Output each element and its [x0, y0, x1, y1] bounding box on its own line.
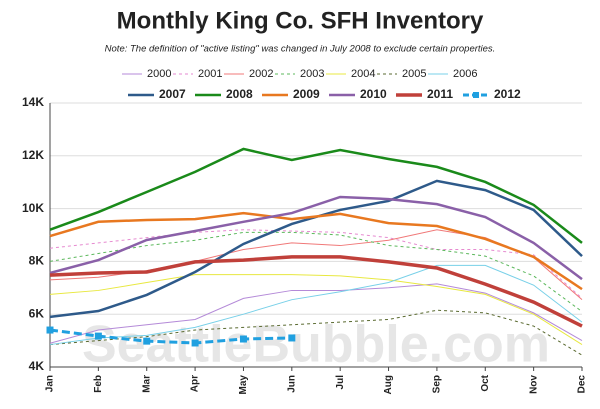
series-line [49, 195, 583, 281]
series-line [49, 309, 583, 356]
legend-label: 2002 [249, 68, 273, 80]
y-tick-label: 6K [29, 306, 45, 320]
series-line [49, 283, 583, 344]
y-tick-label: 14K [22, 95, 44, 109]
legend-marker [473, 92, 479, 98]
series-line [49, 179, 583, 319]
legend-label: 2011 [427, 87, 453, 101]
x-tick-label: Oct [480, 374, 491, 391]
x-tick-label: Sep [432, 375, 443, 393]
x-tick-label: Mar [141, 375, 152, 393]
watermark: SeattleBubble.com [82, 316, 550, 374]
legend-label: 2001 [198, 68, 222, 80]
x-tick-label: Dec [577, 375, 588, 394]
y-tick-label: 12K [22, 148, 44, 162]
legend-label: 2000 [147, 68, 171, 80]
y-tick-label: 4K [29, 359, 45, 373]
x-tick-label: Jun [286, 375, 297, 393]
legend-label: 2008 [226, 87, 253, 101]
legend-label: 2003 [300, 68, 324, 80]
x-tick-label: Jul [335, 375, 346, 390]
x-tick-label: Aug [383, 375, 394, 394]
series-line [49, 229, 583, 299]
x-tick-label: Feb [93, 375, 104, 393]
x-tick-label: Jan [45, 375, 56, 392]
series-line [49, 274, 583, 345]
x-tick-label: Nov [528, 375, 539, 394]
series-line [49, 264, 583, 346]
series-line [49, 147, 583, 244]
x-tick-label: Apr [190, 375, 201, 392]
plot [46, 147, 583, 356]
point [191, 339, 199, 347]
legend-label: 2009 [293, 87, 320, 101]
point [239, 335, 247, 343]
legend-label: 2012 [494, 87, 521, 101]
chart-subtitle: Note: The definition of "active listing"… [105, 44, 496, 55]
point [46, 326, 54, 334]
chart-title: Monthly King Co. SFH Inventory [117, 7, 484, 34]
legend-label: 2007 [159, 87, 186, 101]
point [94, 332, 102, 340]
point [288, 334, 296, 342]
legend-label: 2010 [360, 87, 387, 101]
legend-label: 2006 [453, 68, 477, 80]
point [143, 337, 151, 345]
legend-label: 2004 [351, 68, 375, 80]
y-tick-label: 10K [22, 201, 44, 215]
series-line [49, 211, 583, 291]
series-line [49, 255, 583, 328]
y-tick-label: 8K [29, 254, 45, 268]
legend-label: 2005 [402, 68, 426, 80]
series-line [49, 328, 292, 345]
x-tick-label: May [238, 375, 249, 395]
